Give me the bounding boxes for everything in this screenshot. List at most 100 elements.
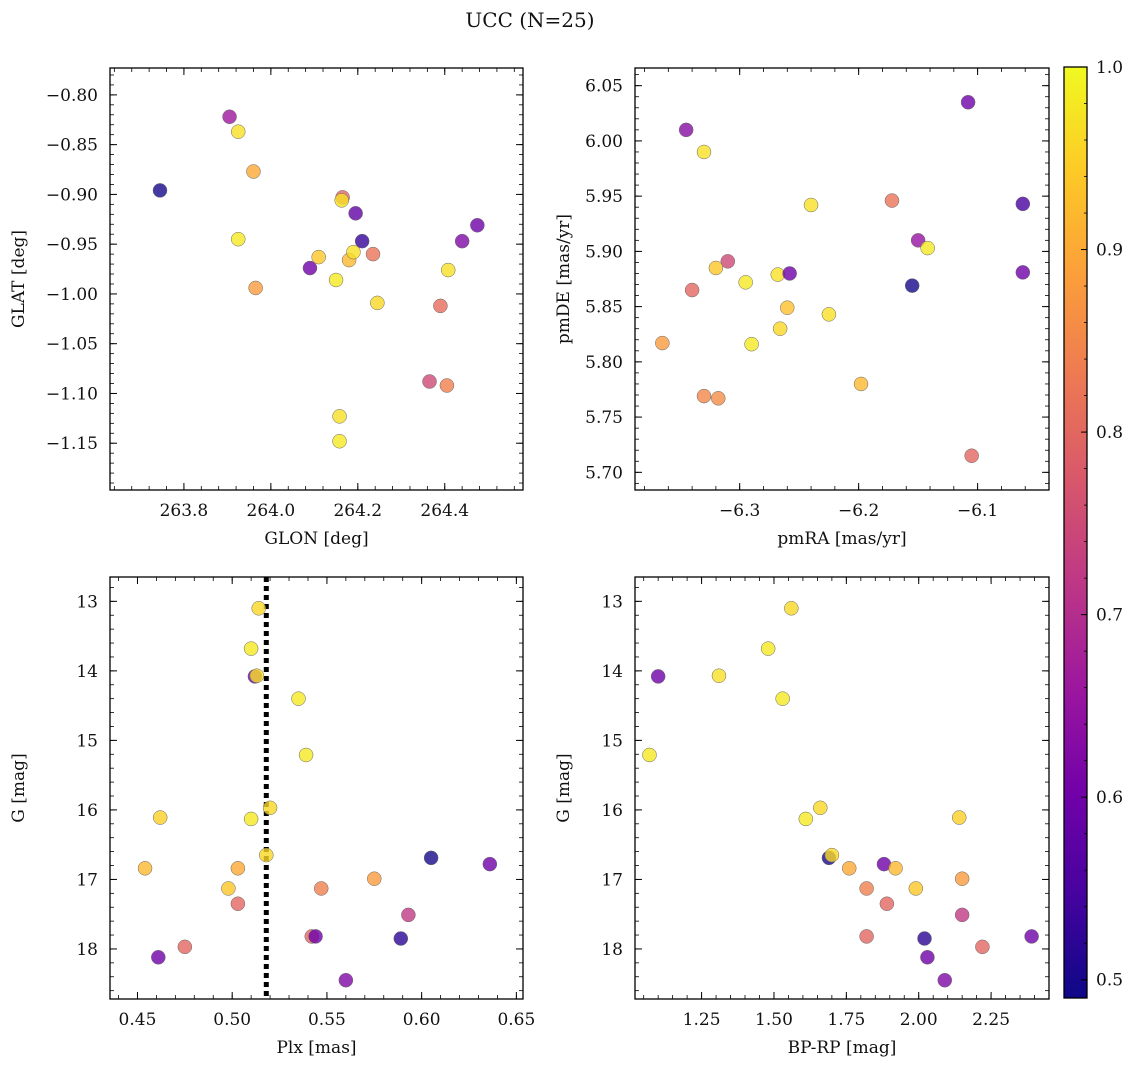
- y-tick-label: 17: [76, 870, 98, 890]
- data-point: [884, 193, 900, 208]
- data-point: [708, 260, 724, 276]
- data-point: [803, 197, 819, 213]
- x-axis-label: pmRA [mas/yr]: [777, 529, 906, 549]
- data-point: [960, 94, 976, 110]
- y-tick-label: −0.95: [46, 235, 98, 255]
- data-point: [1015, 265, 1031, 280]
- data-point: [251, 601, 266, 616]
- y-tick-label: −1.15: [46, 434, 98, 454]
- data-point: [908, 881, 924, 896]
- data-point: [784, 601, 799, 616]
- data-point: [642, 747, 657, 763]
- x-tick-label: 0.50: [213, 1010, 251, 1030]
- data-point: [313, 881, 329, 896]
- data-point: [334, 193, 349, 208]
- y-tick-label: 5.95: [585, 187, 623, 207]
- data-point: [440, 262, 456, 278]
- y-tick-label: 18: [601, 940, 623, 960]
- colorbar-tick-label: 0.9: [1096, 241, 1123, 261]
- colorbar-gradient: [1063, 66, 1088, 999]
- x-axis-label: Plx [mas]: [276, 1038, 356, 1058]
- data-point: [423, 850, 439, 866]
- data-point: [248, 280, 263, 296]
- data-point: [711, 391, 726, 406]
- y-tick-label: 5.85: [585, 298, 623, 318]
- data-point: [249, 668, 265, 683]
- data-point: [346, 244, 361, 260]
- panel-plx: 0.45 0.50 0.55 0.60 0.65 13 14 15 16 17 18 Plx [mas…: [9, 576, 535, 1058]
- x-axis-label: BP-RP [mag]: [788, 1038, 897, 1058]
- data-point: [917, 931, 932, 946]
- y-axis-label: G [mag]: [9, 753, 29, 822]
- x-tick-label: 264.0: [247, 501, 296, 521]
- data-point: [470, 218, 485, 233]
- data-point: [393, 931, 409, 946]
- data-point: [422, 374, 437, 389]
- y-tick-label: 13: [76, 592, 98, 612]
- y-tick-label: 5.90: [585, 242, 623, 262]
- data-point: [888, 861, 903, 876]
- y-tick-label: 17: [601, 870, 623, 890]
- data-point: [230, 896, 246, 912]
- data-point: [332, 409, 347, 424]
- data-point: [221, 881, 236, 896]
- y-tick-label: −0.85: [46, 136, 98, 156]
- data-point: [937, 972, 953, 988]
- colorbar-tick-label: 0.6: [1096, 788, 1123, 808]
- data-point: [655, 335, 670, 351]
- data-point: [365, 246, 381, 262]
- data-point: [230, 861, 246, 876]
- colorbar: 0.5 0.6 0.7 0.8 0.9 1.0: [1063, 58, 1123, 999]
- y-tick-label: 6.05: [585, 77, 623, 97]
- colorbar-tick-label: 0.8: [1096, 423, 1123, 443]
- y-tick-label: 16: [601, 801, 623, 821]
- data-point: [1015, 196, 1031, 212]
- y-tick-label: 15: [76, 731, 98, 751]
- x-tick-label: 264.4: [420, 501, 469, 521]
- x-tick-label: 1.50: [755, 1010, 793, 1030]
- y-tick-label: 5.80: [585, 353, 623, 373]
- colorbar-tick-label: 0.5: [1096, 971, 1123, 991]
- data-point: [879, 896, 895, 912]
- x-tick-label: −6.3: [719, 501, 760, 521]
- panel-pm: −6.3 −6.2 −6.1 5.70 5.75 5.80 5.85 5.90 5.95 6.00…: [554, 67, 1050, 549]
- y-tick-label: −0.80: [46, 86, 98, 106]
- data-point: [696, 144, 712, 160]
- figure-title: UCC (N=25): [465, 8, 594, 32]
- data-point: [354, 233, 370, 249]
- data-point: [910, 233, 926, 248]
- data-point: [975, 939, 990, 955]
- y-axis-label: pmDE [mas/yr]: [554, 214, 574, 344]
- x-tick-label: 2.25: [972, 1010, 1010, 1030]
- data-point: [780, 300, 795, 315]
- data-point: [775, 691, 790, 706]
- y-tick-label: 15: [601, 731, 623, 751]
- data-point: [338, 972, 354, 988]
- y-tick-label: 5.75: [585, 408, 623, 428]
- data-point: [696, 388, 712, 404]
- data-point: [678, 122, 694, 138]
- data-point: [328, 272, 344, 288]
- y-tick-label: 5.70: [585, 463, 623, 483]
- panels: 263.8 264.0 264.2 264.4 −0.80 −0.85 −0.90 −0.95…: [9, 67, 1050, 1058]
- y-axis-label: GLAT [deg]: [9, 230, 29, 328]
- data-point: [311, 249, 326, 265]
- x-tick-label: 0.45: [119, 1010, 157, 1030]
- data-point: [262, 800, 278, 816]
- y-tick-label: 14: [76, 662, 98, 682]
- data-point: [177, 939, 193, 955]
- data-point: [433, 298, 448, 314]
- panel-frame: [634, 576, 1050, 1000]
- data-point: [772, 321, 788, 336]
- x-tick-label: 2.00: [900, 1010, 938, 1030]
- data-point: [720, 254, 736, 269]
- data-point: [904, 278, 920, 293]
- x-tick-label: 0.65: [497, 1010, 535, 1030]
- x-tick-label: 1.75: [827, 1010, 865, 1030]
- x-tick-label: −6.2: [838, 501, 879, 521]
- data-point: [439, 378, 455, 393]
- data-point: [243, 641, 259, 656]
- y-tick-label: −1.10: [46, 384, 98, 404]
- panel-frame: [109, 576, 524, 1000]
